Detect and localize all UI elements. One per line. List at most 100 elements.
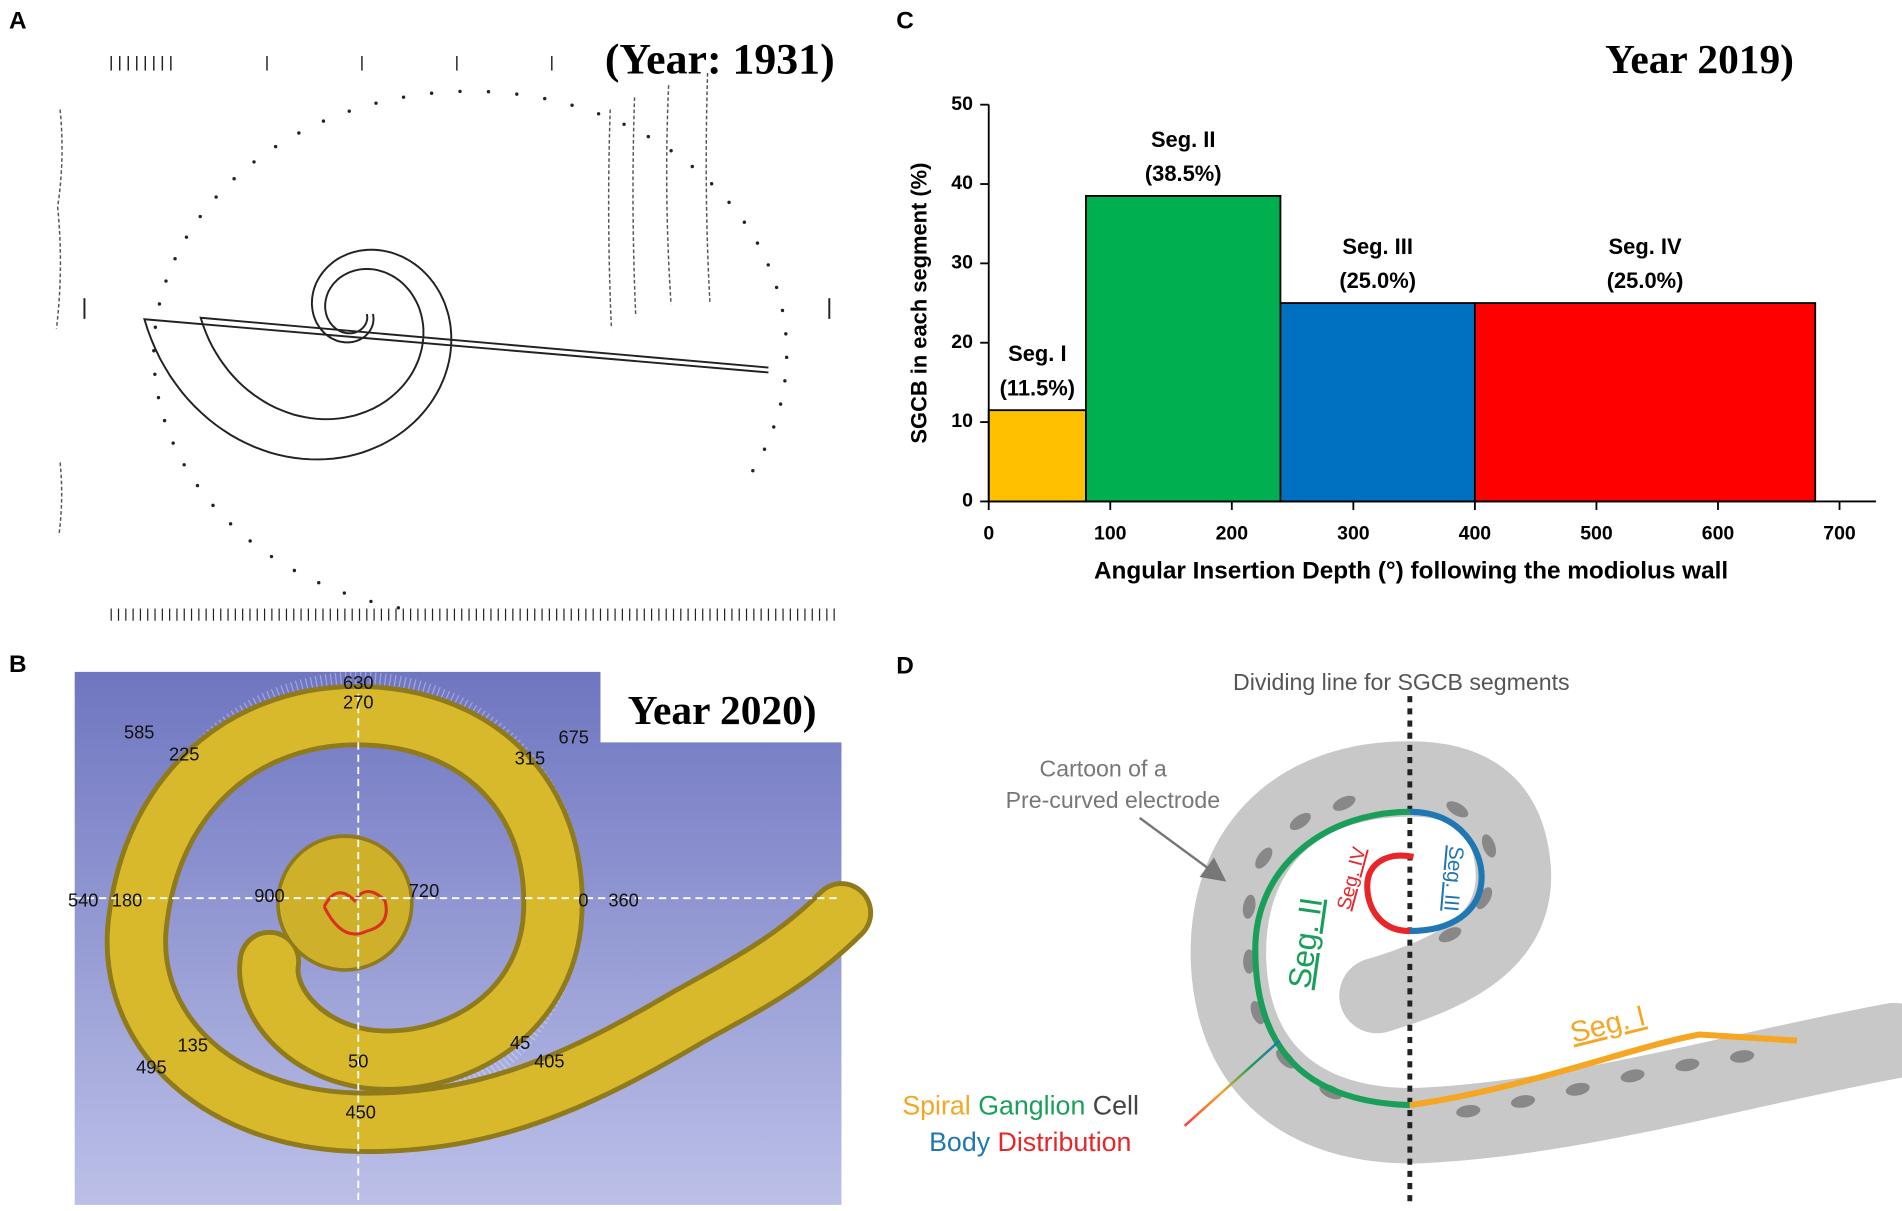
outline-dot xyxy=(543,96,547,101)
y-tick-label: 20 xyxy=(951,331,973,353)
outline-dot xyxy=(762,447,767,451)
outline-dot xyxy=(742,220,747,224)
outline-dot xyxy=(774,285,779,290)
cochlea-cartoon xyxy=(1138,696,1902,1208)
segment-label: Seg. I xyxy=(1008,341,1066,366)
panel-letter: A xyxy=(9,7,27,34)
segment-label: Seg. III xyxy=(1342,234,1413,259)
contact xyxy=(1476,887,1493,910)
contact xyxy=(1510,1095,1536,1108)
angle-label: 540 xyxy=(68,890,98,911)
x-tick-label: 400 xyxy=(1459,522,1492,544)
angle-label: 900 xyxy=(254,885,284,906)
x-tick-label: 200 xyxy=(1216,522,1249,544)
y-tick-label: 40 xyxy=(951,172,973,194)
angle-label: 630 xyxy=(343,672,373,693)
outline-dot xyxy=(778,402,783,406)
x-tick-label: 0 xyxy=(983,522,994,544)
outline-dot xyxy=(755,241,760,245)
legend-word: Cell xyxy=(1093,1091,1139,1121)
contact xyxy=(1565,1082,1590,1096)
panel-letter: C xyxy=(896,7,914,34)
angle-label: 720 xyxy=(409,880,439,901)
outline-dot xyxy=(184,235,189,239)
outline-dot xyxy=(646,134,651,139)
electrode-tip xyxy=(322,890,388,936)
outline-dot xyxy=(164,279,168,283)
segment-label: Seg. II xyxy=(1281,895,1329,991)
spiral-line xyxy=(143,248,769,461)
outline-dot xyxy=(195,483,200,488)
outline-dot xyxy=(772,425,776,429)
panel-title: (Year: 1931) xyxy=(605,35,835,83)
outline-dot xyxy=(157,302,162,306)
outline-dot xyxy=(783,379,787,383)
outline-dot xyxy=(297,131,301,135)
outline-dot xyxy=(347,109,351,113)
annotation: Cartoon of a xyxy=(1040,756,1167,782)
contact xyxy=(1456,1104,1481,1118)
outline-dot xyxy=(429,91,434,95)
outline-dot xyxy=(784,355,789,360)
angle-label: 675 xyxy=(558,727,588,748)
segment-i-arc xyxy=(1409,1031,1798,1109)
outline-dot xyxy=(401,95,406,99)
contact xyxy=(1675,1058,1700,1072)
legend-word: Spiral xyxy=(902,1091,970,1121)
outline-dot xyxy=(515,92,519,96)
legend-word: Ganglion xyxy=(978,1091,1085,1121)
outline-dot xyxy=(153,325,158,329)
outline-dot xyxy=(709,182,714,186)
segment-iv-arc xyxy=(1364,852,1415,935)
angle-label: 450 xyxy=(345,1101,375,1122)
outline-dot xyxy=(269,554,274,559)
handwriting xyxy=(55,73,711,536)
contact xyxy=(1289,812,1311,831)
outline-dot xyxy=(784,332,788,336)
contacts xyxy=(1242,795,1755,1118)
outline-dot xyxy=(374,101,378,105)
outline-dot xyxy=(252,160,256,164)
angle-label: 315 xyxy=(515,747,545,768)
legend-line: Spiral Ganglion Cell xyxy=(902,1091,1139,1121)
segment-iii-arc xyxy=(1409,808,1485,935)
contact xyxy=(1730,1050,1755,1063)
outline-dot xyxy=(292,568,297,573)
outline-dot xyxy=(232,177,236,181)
bar xyxy=(1473,302,1817,503)
x-tick-label: 300 xyxy=(1337,522,1370,544)
contact xyxy=(1243,949,1256,974)
outline-dot xyxy=(690,164,694,169)
outline-dot xyxy=(596,112,601,116)
contact xyxy=(1438,927,1462,943)
outline-dot xyxy=(173,257,177,261)
data-label: (38.5%) xyxy=(1145,161,1222,186)
y-tick-label: 10 xyxy=(951,410,973,432)
outline-dot xyxy=(273,144,278,149)
outline-dot xyxy=(321,119,326,123)
segment-label: Seg. IV xyxy=(1609,234,1682,259)
contact xyxy=(1446,801,1469,818)
outline-dot xyxy=(317,580,321,585)
spiral-line xyxy=(199,268,769,421)
outline-dot xyxy=(622,122,626,126)
angle-label: 45 xyxy=(510,1032,530,1053)
y-tick-label: 50 xyxy=(951,93,973,115)
outline-dot xyxy=(396,606,401,610)
outline-dot xyxy=(486,90,491,94)
angle-label: 180 xyxy=(112,890,142,911)
outline-dot xyxy=(766,263,770,267)
contact xyxy=(1242,894,1256,919)
outline-dot xyxy=(669,149,673,153)
segment-label: Seg. III xyxy=(1439,845,1468,912)
outline-dot xyxy=(152,349,156,353)
bar xyxy=(1279,302,1476,503)
panel-letter: B xyxy=(9,651,27,678)
electrode-band xyxy=(1190,741,1902,1164)
angle-label: 0 xyxy=(578,890,588,911)
outline-dot xyxy=(211,503,215,508)
contact xyxy=(1620,1069,1645,1083)
angle-label: 50 xyxy=(348,1050,368,1071)
chart-title: Year 2019) xyxy=(1605,36,1794,83)
angle-label: 495 xyxy=(136,1056,166,1077)
